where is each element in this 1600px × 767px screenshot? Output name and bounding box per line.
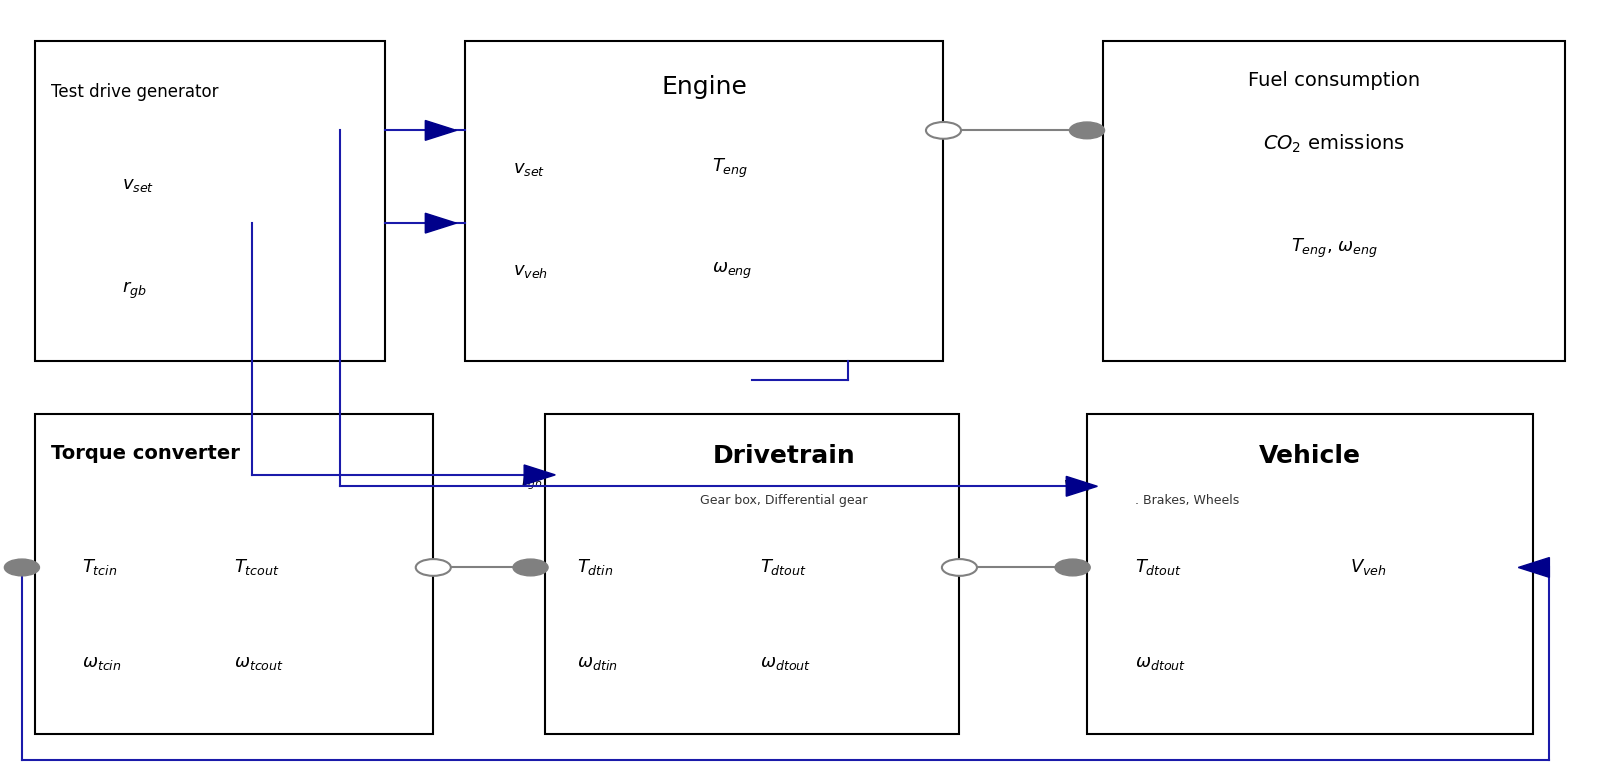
Text: $V_{veh}$: $V_{veh}$ bbox=[1350, 558, 1387, 578]
Circle shape bbox=[1054, 559, 1090, 576]
Text: $r_{gb}$: $r_{gb}$ bbox=[122, 280, 147, 301]
Text: $CO_2$ emissions: $CO_2$ emissions bbox=[1262, 132, 1405, 154]
Text: $\omega_{dtout}$: $\omega_{dtout}$ bbox=[760, 654, 811, 673]
Polygon shape bbox=[1518, 558, 1549, 578]
Text: Engine: Engine bbox=[661, 75, 747, 99]
Circle shape bbox=[942, 559, 978, 576]
Text: $v_{set}$: $v_{set}$ bbox=[122, 176, 155, 194]
Text: Fuel consumption: Fuel consumption bbox=[1248, 71, 1421, 91]
FancyBboxPatch shape bbox=[466, 41, 944, 360]
Text: $\omega_{eng}$: $\omega_{eng}$ bbox=[712, 261, 752, 281]
Text: $\omega_{tcin}$: $\omega_{tcin}$ bbox=[83, 654, 122, 673]
FancyBboxPatch shape bbox=[546, 414, 960, 734]
Text: $T_{eng}$: $T_{eng}$ bbox=[712, 157, 749, 180]
Circle shape bbox=[1069, 122, 1104, 139]
Text: $T_{eng}$, $\omega_{eng}$: $T_{eng}$, $\omega_{eng}$ bbox=[1291, 237, 1378, 260]
Circle shape bbox=[514, 559, 549, 576]
Text: $\omega_{dtin}$: $\omega_{dtin}$ bbox=[576, 654, 618, 673]
FancyBboxPatch shape bbox=[35, 41, 386, 360]
Text: $T_{dtin}$: $T_{dtin}$ bbox=[576, 558, 613, 578]
Polygon shape bbox=[1066, 476, 1098, 496]
Text: Drivetrain: Drivetrain bbox=[712, 444, 856, 469]
Text: $T_{tcin}$: $T_{tcin}$ bbox=[83, 558, 118, 578]
FancyBboxPatch shape bbox=[35, 414, 434, 734]
Text: $v_{veh}$: $v_{veh}$ bbox=[514, 262, 549, 280]
FancyBboxPatch shape bbox=[1086, 414, 1533, 734]
Text: $v_{set}$: $v_{set}$ bbox=[1062, 479, 1091, 494]
Text: Gear box, Differential gear: Gear box, Differential gear bbox=[701, 494, 867, 507]
Circle shape bbox=[416, 559, 451, 576]
FancyBboxPatch shape bbox=[1102, 41, 1565, 360]
Text: $\omega_{tcout}$: $\omega_{tcout}$ bbox=[234, 654, 283, 673]
Text: Vehicle: Vehicle bbox=[1259, 444, 1362, 469]
Text: $T_{tcout}$: $T_{tcout}$ bbox=[234, 558, 280, 578]
Text: $v_{set}$: $v_{set}$ bbox=[514, 160, 546, 178]
Text: $T_{dtout}$: $T_{dtout}$ bbox=[1134, 558, 1182, 578]
Text: $r_{gb}$: $r_{gb}$ bbox=[522, 473, 542, 492]
Polygon shape bbox=[426, 120, 456, 140]
Circle shape bbox=[5, 559, 40, 576]
Text: $T_{dtout}$: $T_{dtout}$ bbox=[760, 558, 806, 578]
Text: Torque converter: Torque converter bbox=[51, 444, 240, 463]
Circle shape bbox=[926, 122, 962, 139]
Text: Test drive generator: Test drive generator bbox=[51, 83, 218, 100]
Text: $\omega_{dtout}$: $\omega_{dtout}$ bbox=[1134, 654, 1186, 673]
Polygon shape bbox=[426, 213, 456, 233]
Polygon shape bbox=[525, 465, 555, 485]
Text: . Brakes, Wheels: . Brakes, Wheels bbox=[1134, 494, 1238, 507]
